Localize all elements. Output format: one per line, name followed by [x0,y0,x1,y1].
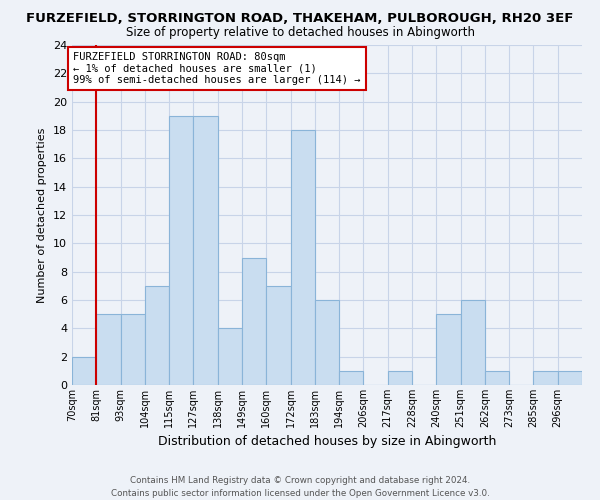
Bar [145,286,169,385]
Bar [72,356,96,385]
X-axis label: Distribution of detached houses by size in Abingworth: Distribution of detached houses by size … [158,436,496,448]
Bar [290,130,315,385]
Bar [461,300,485,385]
Bar [121,314,145,385]
Bar [169,116,193,385]
Text: Size of property relative to detached houses in Abingworth: Size of property relative to detached ho… [125,26,475,39]
Bar [436,314,461,385]
Bar [485,371,509,385]
Text: FURZEFIELD, STORRINGTON ROAD, THAKEHAM, PULBOROUGH, RH20 3EF: FURZEFIELD, STORRINGTON ROAD, THAKEHAM, … [26,12,574,26]
Bar [558,371,582,385]
Bar [96,314,121,385]
Bar [315,300,339,385]
Text: Contains HM Land Registry data © Crown copyright and database right 2024.
Contai: Contains HM Land Registry data © Crown c… [110,476,490,498]
Bar [339,371,364,385]
Text: FURZEFIELD STORRINGTON ROAD: 80sqm
← 1% of detached houses are smaller (1)
99% o: FURZEFIELD STORRINGTON ROAD: 80sqm ← 1% … [73,52,361,86]
Y-axis label: Number of detached properties: Number of detached properties [37,128,47,302]
Bar [533,371,558,385]
Bar [388,371,412,385]
Bar [242,258,266,385]
Bar [193,116,218,385]
Bar [218,328,242,385]
Bar [266,286,290,385]
